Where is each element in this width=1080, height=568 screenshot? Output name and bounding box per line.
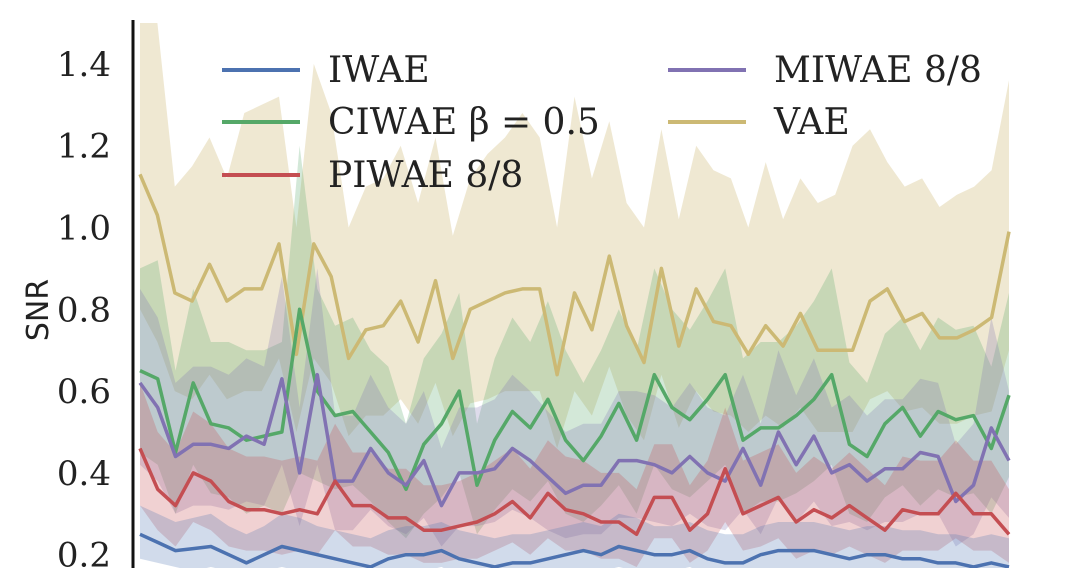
y-tick-label: 1.0 (57, 209, 111, 249)
band-iwae (140, 505, 1009, 568)
line-vae (138, 173, 1011, 377)
y-tick-label: 1.2 (57, 127, 111, 167)
y-tick-label: 0.8 (57, 290, 111, 330)
y-axis-ticks: 0.2 0.4 0.6 0.8 1.0 1.2 1.4 (57, 45, 111, 568)
legend-label: VAE (773, 102, 850, 143)
legend-label: IWAE (328, 50, 430, 91)
line-miwae (138, 372, 1011, 508)
series-lines (138, 173, 1011, 568)
line-ciwae (139, 307, 1011, 492)
y-axis-title: SNR (21, 279, 56, 341)
y-tick-label: 1.4 (57, 45, 111, 85)
legend-label: PIWAE 8/8 (328, 155, 523, 196)
line-iwae (139, 532, 1010, 568)
y-tick-label: 0.2 (57, 536, 111, 568)
y-tick-label: 0.4 (57, 454, 111, 494)
band-ciwae (140, 145, 1009, 539)
legend: IWAE CIWAE β = 0.5 PIWAE 8/8 MIWAE 8/8 VAE (222, 50, 982, 196)
band-piwae (140, 382, 1009, 567)
band-miwae (140, 268, 1009, 547)
y-tick-label: 0.6 (57, 372, 111, 412)
line-piwae (138, 447, 1011, 537)
legend-label: MIWAE 8/8 (774, 50, 982, 91)
legend-label: CIWAE β = 0.5 (328, 102, 600, 143)
